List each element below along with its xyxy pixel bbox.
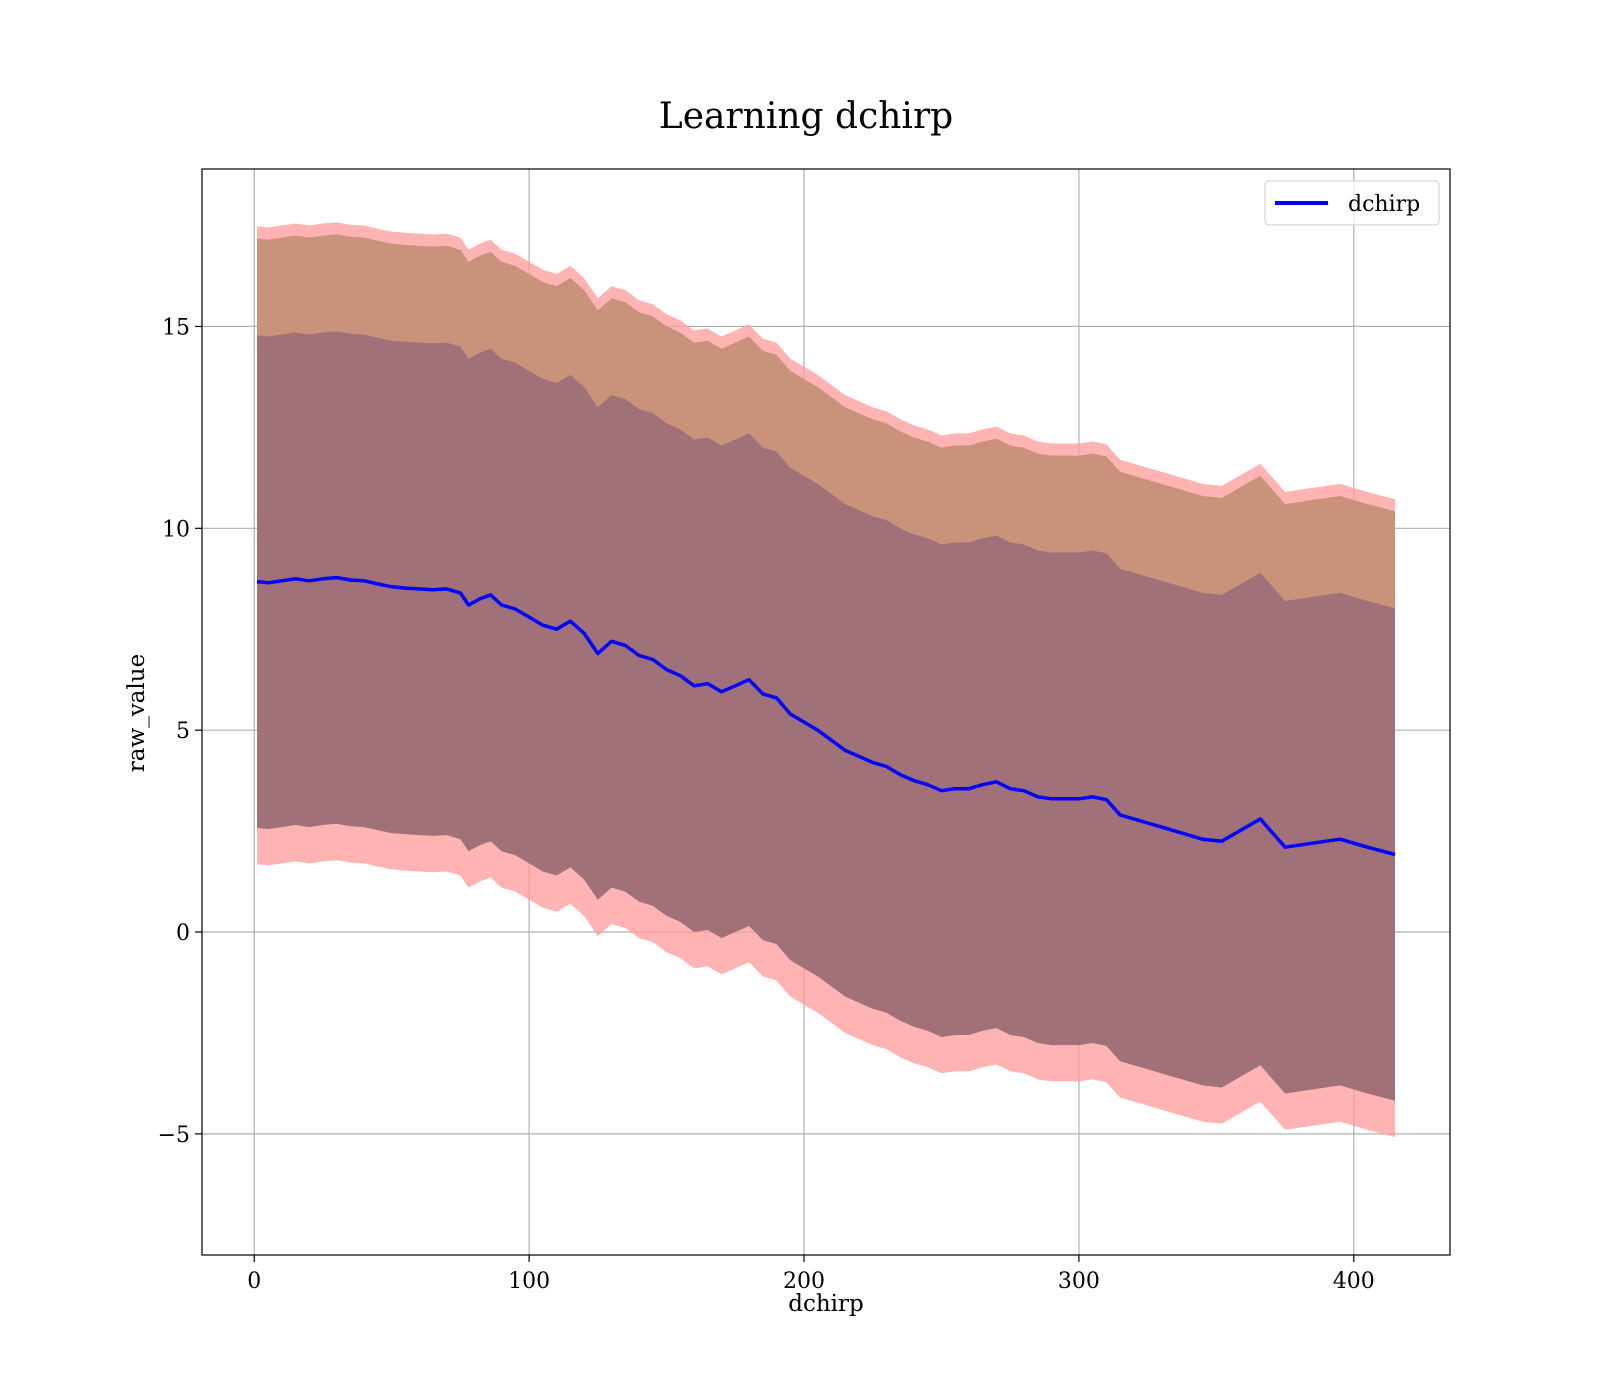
band-inner: [257, 331, 1395, 1101]
y-tick-label: 10: [162, 517, 190, 542]
ticks: 0 100 200 300 400 −5 0 5 10 15: [158, 315, 1375, 1294]
y-tick-label: 0: [176, 921, 190, 946]
legend-label-dchirp: dchirp: [1348, 192, 1420, 217]
series-line-dchirp: [256, 575, 1396, 857]
y-tick-label: 5: [176, 719, 190, 744]
legend: dchirp: [1264, 180, 1440, 226]
bands: [257, 222, 1395, 1138]
legend-box: [1264, 180, 1440, 226]
x-tick-label: 100: [508, 1269, 550, 1294]
y-tick-label: −5: [158, 1123, 190, 1148]
x-tick-label: 0: [247, 1269, 261, 1294]
chart-title: Learning dchirp: [659, 96, 953, 137]
x-axis-label: dchirp: [788, 1291, 864, 1317]
x-tick-label: 400: [1333, 1269, 1375, 1294]
plot-frame: [201, 168, 1451, 1256]
y-tick-label: 15: [162, 315, 190, 340]
x-tick-label: 200: [783, 1269, 825, 1294]
y-axis-label: raw_value: [124, 654, 150, 772]
x-tick-label: 300: [1058, 1269, 1100, 1294]
series-line-layer: [256, 575, 1396, 857]
